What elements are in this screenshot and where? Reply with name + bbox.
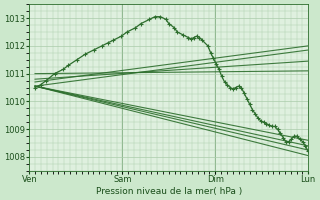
X-axis label: Pression niveau de la mer( hPa ): Pression niveau de la mer( hPa ) [96, 187, 242, 196]
